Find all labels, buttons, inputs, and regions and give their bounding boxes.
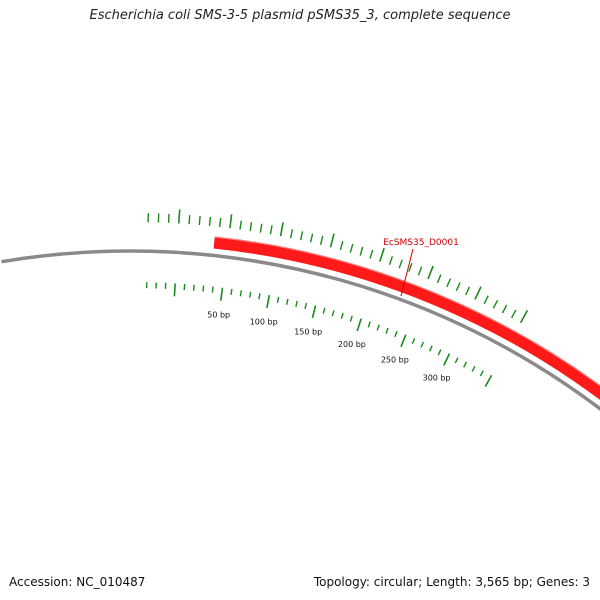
outer-major-tick — [279, 222, 284, 237]
accession-text: Accession: NC_010487 — [9, 575, 146, 589]
inner-minor-tick — [420, 341, 425, 348]
inner-major-tick — [266, 294, 271, 309]
inner-minor-tick — [202, 285, 205, 292]
inner-major-tick — [443, 353, 451, 366]
scale-label: 300 bp — [423, 374, 451, 383]
gene-arc-ecsms35-d0001[interactable] — [213, 236, 600, 437]
outer-major-tick — [427, 265, 434, 280]
scale-label: 200 bp — [338, 340, 366, 349]
outer-major-tick — [229, 214, 233, 229]
inner-minor-tick — [192, 284, 195, 291]
inner-minor-tick — [367, 321, 371, 328]
gene-label-ecsms35-d0001[interactable]: EcSMS35_D0001 — [383, 238, 459, 248]
map-title: Escherichia coli SMS-3-5 plasmid pSMS35_… — [89, 8, 511, 23]
outer-minor-tick — [309, 233, 314, 243]
inner-minor-tick — [349, 315, 353, 322]
outer-minor-tick — [198, 215, 201, 226]
outer-minor-tick — [388, 256, 394, 266]
outer-minor-tick — [446, 278, 452, 288]
inner-major-tick — [484, 374, 493, 387]
outer-minor-tick — [369, 249, 374, 259]
outer-major-tick — [519, 310, 529, 324]
inner-minor-tick — [437, 349, 442, 356]
outer-minor-tick — [455, 282, 461, 292]
inner-minor-tick — [411, 338, 416, 345]
scale-label: 250 bp — [381, 356, 409, 365]
outer-minor-tick — [483, 295, 489, 305]
outer-major-tick — [474, 286, 482, 300]
inner-minor-tick — [258, 293, 261, 300]
scale-label: 100 bp — [250, 318, 278, 327]
outer-minor-tick — [188, 215, 191, 225]
gene-label-leader — [400, 248, 414, 297]
plasmid-backbone — [1, 249, 600, 412]
inner-major-tick — [400, 334, 407, 348]
outer-minor-tick — [501, 304, 508, 314]
scale-label: 150 bp — [294, 328, 322, 337]
outer-minor-tick — [465, 286, 471, 296]
inner-minor-tick — [286, 298, 289, 305]
inner-major-tick — [311, 305, 317, 319]
outer-minor-tick — [289, 229, 294, 239]
inner-minor-tick — [385, 327, 389, 334]
outer-major-tick — [178, 209, 181, 224]
scale-ticks — [145, 209, 529, 387]
inner-minor-tick — [429, 345, 433, 352]
inner-minor-tick — [463, 361, 468, 368]
outer-minor-tick — [349, 243, 354, 253]
inner-minor-tick — [183, 283, 186, 291]
inner-minor-tick — [322, 307, 326, 314]
inner-major-tick — [173, 283, 176, 297]
outer-minor-tick — [408, 262, 413, 272]
inner-minor-tick — [471, 365, 476, 372]
inner-minor-tick — [249, 291, 252, 298]
inner-major-tick — [356, 318, 362, 332]
outer-minor-tick — [239, 220, 242, 230]
inner-minor-tick — [211, 286, 214, 293]
outer-minor-tick — [417, 266, 423, 276]
outer-minor-tick — [259, 223, 263, 233]
outer-minor-tick — [299, 231, 304, 241]
inner-minor-tick — [376, 324, 380, 331]
outer-minor-tick — [219, 217, 222, 228]
gene-arc-highlight — [214, 236, 600, 387]
inner-minor-tick — [479, 370, 484, 377]
inner-minor-tick — [239, 290, 242, 297]
outer-minor-tick — [436, 274, 442, 284]
outer-minor-tick — [319, 235, 324, 245]
outer-minor-tick — [269, 225, 273, 235]
outer-major-tick — [329, 233, 335, 248]
inner-minor-tick — [230, 288, 233, 296]
outer-minor-tick — [492, 299, 499, 309]
inner-minor-tick — [276, 296, 280, 303]
outer-major-tick — [379, 248, 385, 262]
inner-minor-tick — [394, 331, 398, 338]
outer-minor-tick — [398, 259, 403, 269]
inner-minor-tick — [331, 310, 335, 317]
scale-label: 50 bp — [207, 311, 230, 320]
scale-labels: 50 bp 100 bp 150 bp 200 bp 250 bp 300 bp — [207, 311, 450, 383]
outer-minor-tick — [359, 246, 364, 256]
outer-minor-tick — [208, 216, 212, 226]
inner-minor-tick — [304, 302, 308, 310]
inner-minor-tick — [454, 357, 459, 364]
inner-major-tick — [220, 287, 224, 301]
outer-minor-tick — [339, 241, 344, 251]
inner-minor-tick — [340, 312, 344, 319]
outer-minor-tick — [249, 221, 253, 232]
plasmid-summary-text: Topology: circular; Length: 3,565 bp; Ge… — [313, 575, 590, 589]
outer-minor-tick — [510, 309, 517, 319]
inner-minor-tick — [295, 300, 298, 307]
